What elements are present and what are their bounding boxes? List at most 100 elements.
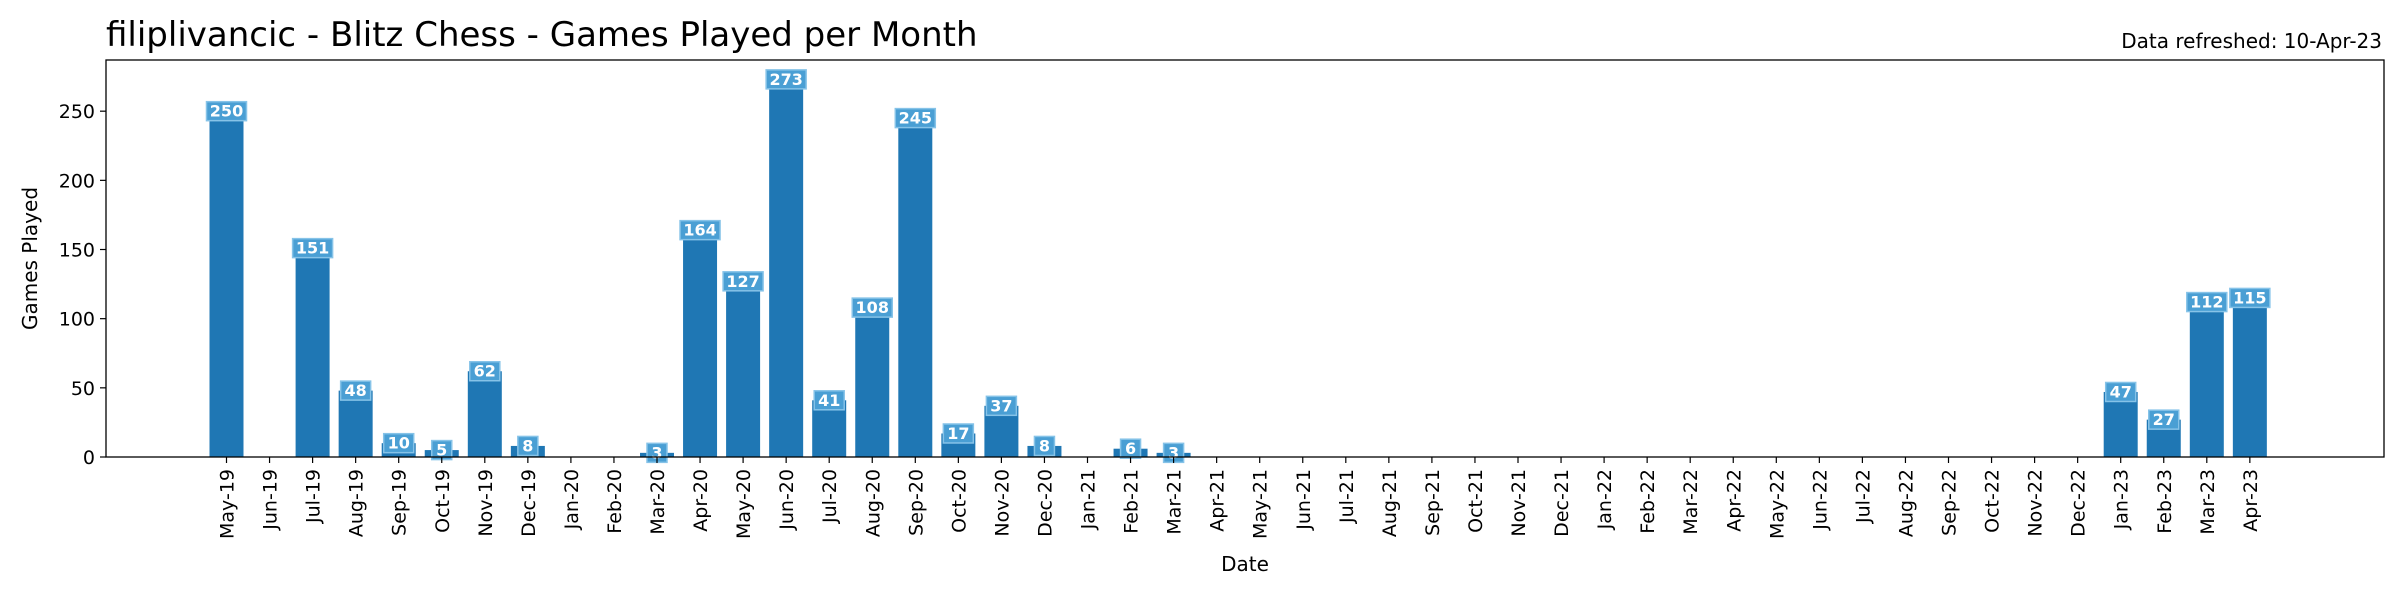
data-label-Nov-19: 62	[474, 362, 496, 381]
data-label-Mar-20: 3	[651, 443, 662, 462]
x-tick-label-Jun-21: Jun-21	[1293, 469, 1315, 531]
data-label-box-Sep-20	[894, 107, 937, 129]
bar-Aug-19	[338, 390, 373, 457]
data-label-Sep-20: 245	[899, 109, 932, 128]
bar-May-19	[209, 111, 244, 457]
data-label-Dec-19: 8	[522, 436, 533, 455]
y-axis-label: Games Played	[18, 187, 42, 330]
data-label-Mar-21: 3	[1168, 443, 1179, 462]
data-label-box-Dec-20	[1033, 435, 1056, 457]
bar-Mar-23	[2189, 302, 2224, 457]
data-label-Jan-23: 47	[2110, 382, 2132, 401]
data-label-Feb-23: 27	[2153, 410, 2175, 429]
data-label-Oct-19: 5	[436, 441, 447, 460]
y-axis: 0 50 100 150 200 250	[59, 101, 106, 469]
x-tick-label-Oct-21: Oct-21	[1465, 469, 1487, 533]
data-label-box-Mar-23	[2186, 291, 2228, 313]
x-tick-label-Jun-20: Jun-20	[776, 469, 798, 531]
data-labels-layer: 250 151 48 10 5 62 8 3 164 127 273 41 108 245 17 37 8 6 3 4…	[205, 69, 2271, 464]
data-label-box-Jul-19	[291, 237, 334, 259]
x-tick-label-Aug-20: Aug-20	[862, 469, 884, 537]
x-tick-label-Mar-22: Mar-22	[1680, 469, 1702, 535]
data-refreshed-text: Data refreshed: 10-Apr-23	[2121, 29, 2382, 53]
data-label-May-20: 127	[726, 272, 759, 291]
data-label-box-Jun-20	[765, 69, 807, 90]
x-tick-label-Oct-19: Oct-19	[432, 469, 454, 533]
x-tick-label-Jul-21: Jul-21	[1336, 469, 1358, 524]
x-tick-label-Apr-20: Apr-20	[690, 469, 712, 532]
x-tick-label-Dec-19: Dec-19	[518, 469, 540, 537]
data-label-Dec-20: 8	[1039, 436, 1050, 455]
data-label-box-Apr-23	[2229, 287, 2271, 309]
x-axis: May-19 Jun-19 Jul-19 Aug-19 Sep-19 Oct-19 Nov-…	[217, 457, 2262, 539]
x-tick-label-Feb-22: Feb-22	[1637, 469, 1659, 534]
x-tick-label-Sep-19: Sep-19	[389, 469, 411, 536]
y-tick-label-150: 150	[59, 240, 95, 262]
bar-Jan-23	[2103, 391, 2138, 457]
y-tick-label-50: 50	[71, 378, 95, 400]
data-label-box-Jul-20	[813, 390, 845, 411]
x-tick-label-Nov-22: Nov-22	[2025, 469, 2047, 537]
x-tick-label-Mar-23: Mar-23	[2197, 469, 2219, 535]
data-label-box-Sep-19	[382, 432, 415, 454]
x-tick-label-May-20: May-20	[733, 469, 755, 539]
bar-Jun-20	[769, 79, 804, 458]
y-tick-label-200: 200	[59, 170, 95, 192]
x-tick-label-Oct-22: Oct-22	[1982, 469, 2004, 533]
x-tick-label-May-21: May-21	[1250, 469, 1272, 539]
x-tick-label-Jul-22: Jul-22	[1852, 469, 1874, 524]
data-label-Aug-19: 48	[345, 381, 367, 400]
x-tick-label-Apr-21: Apr-21	[1207, 469, 1229, 532]
x-tick-label-Jul-20: Jul-20	[819, 469, 841, 524]
data-label-Sep-19: 10	[388, 434, 410, 453]
data-label-Apr-23: 115	[2233, 288, 2266, 307]
x-tick-label-Mar-21: Mar-21	[1164, 469, 1186, 535]
x-tick-label-Nov-20: Nov-20	[991, 469, 1013, 537]
x-tick-label-Feb-23: Feb-23	[2154, 469, 2176, 534]
x-tick-label-Oct-20: Oct-20	[948, 469, 970, 533]
x-tick-label-Feb-20: Feb-20	[604, 469, 626, 534]
data-label-box-Feb-23	[2148, 409, 2180, 430]
x-tick-label-Jan-23: Jan-23	[2111, 469, 2133, 530]
x-tick-label-Aug-21: Aug-21	[1379, 469, 1401, 537]
data-label-Aug-20: 108	[856, 298, 889, 317]
data-label-Oct-20: 17	[947, 424, 969, 443]
chart-title: filiplivancic - Blitz Chess - Games Play…	[106, 15, 978, 55]
data-label-Jul-19: 151	[296, 239, 329, 258]
x-tick-label-Aug-22: Aug-22	[1895, 469, 1917, 537]
bar-May-20	[726, 281, 761, 457]
x-tick-label-Aug-19: Aug-19	[346, 469, 368, 537]
bar-Aug-20	[855, 307, 890, 457]
data-label-Apr-20: 164	[683, 221, 716, 240]
data-label-Feb-21: 6	[1125, 439, 1136, 458]
x-tick-label-Sep-21: Sep-21	[1422, 469, 1444, 536]
data-label-box-May-19	[205, 100, 248, 122]
x-tick-label-Jul-19: Jul-19	[303, 469, 325, 524]
data-label-Mar-23: 112	[2190, 293, 2223, 312]
data-label-box-Aug-20	[851, 297, 893, 318]
y-tick-label-250: 250	[59, 101, 95, 123]
x-tick-label-Apr-22: Apr-22	[1723, 469, 1745, 532]
data-label-Jun-20: 273	[769, 70, 802, 89]
x-axis-label: Date	[1221, 552, 1269, 576]
x-tick-label-Apr-23: Apr-23	[2240, 469, 2262, 532]
x-tick-label-May-19: May-19	[217, 469, 239, 539]
x-tick-label-Dec-20: Dec-20	[1034, 469, 1056, 537]
bar-Apr-20	[683, 230, 718, 457]
bar-Jul-19	[295, 248, 330, 457]
data-label-box-Oct-20	[942, 423, 975, 444]
x-tick-label-Nov-19: Nov-19	[475, 469, 497, 537]
data-label-box-Nov-19	[469, 360, 501, 382]
x-tick-label-Dec-21: Dec-21	[1551, 469, 1573, 537]
data-label-box-Dec-19	[517, 435, 539, 457]
x-tick-label-Mar-20: Mar-20	[647, 469, 669, 535]
x-tick-label-Dec-22: Dec-22	[2068, 469, 2090, 537]
x-tick-label-May-22: May-22	[1766, 469, 1788, 539]
data-label-box-May-20	[722, 271, 764, 292]
x-tick-label-Jun-19: Jun-19	[260, 469, 282, 531]
x-tick-label-Jun-22: Jun-22	[1809, 469, 1831, 531]
x-tick-label-Jan-20: Jan-20	[561, 469, 583, 530]
data-label-Jul-20: 41	[818, 391, 840, 410]
y-tick-label-0: 0	[83, 447, 95, 469]
